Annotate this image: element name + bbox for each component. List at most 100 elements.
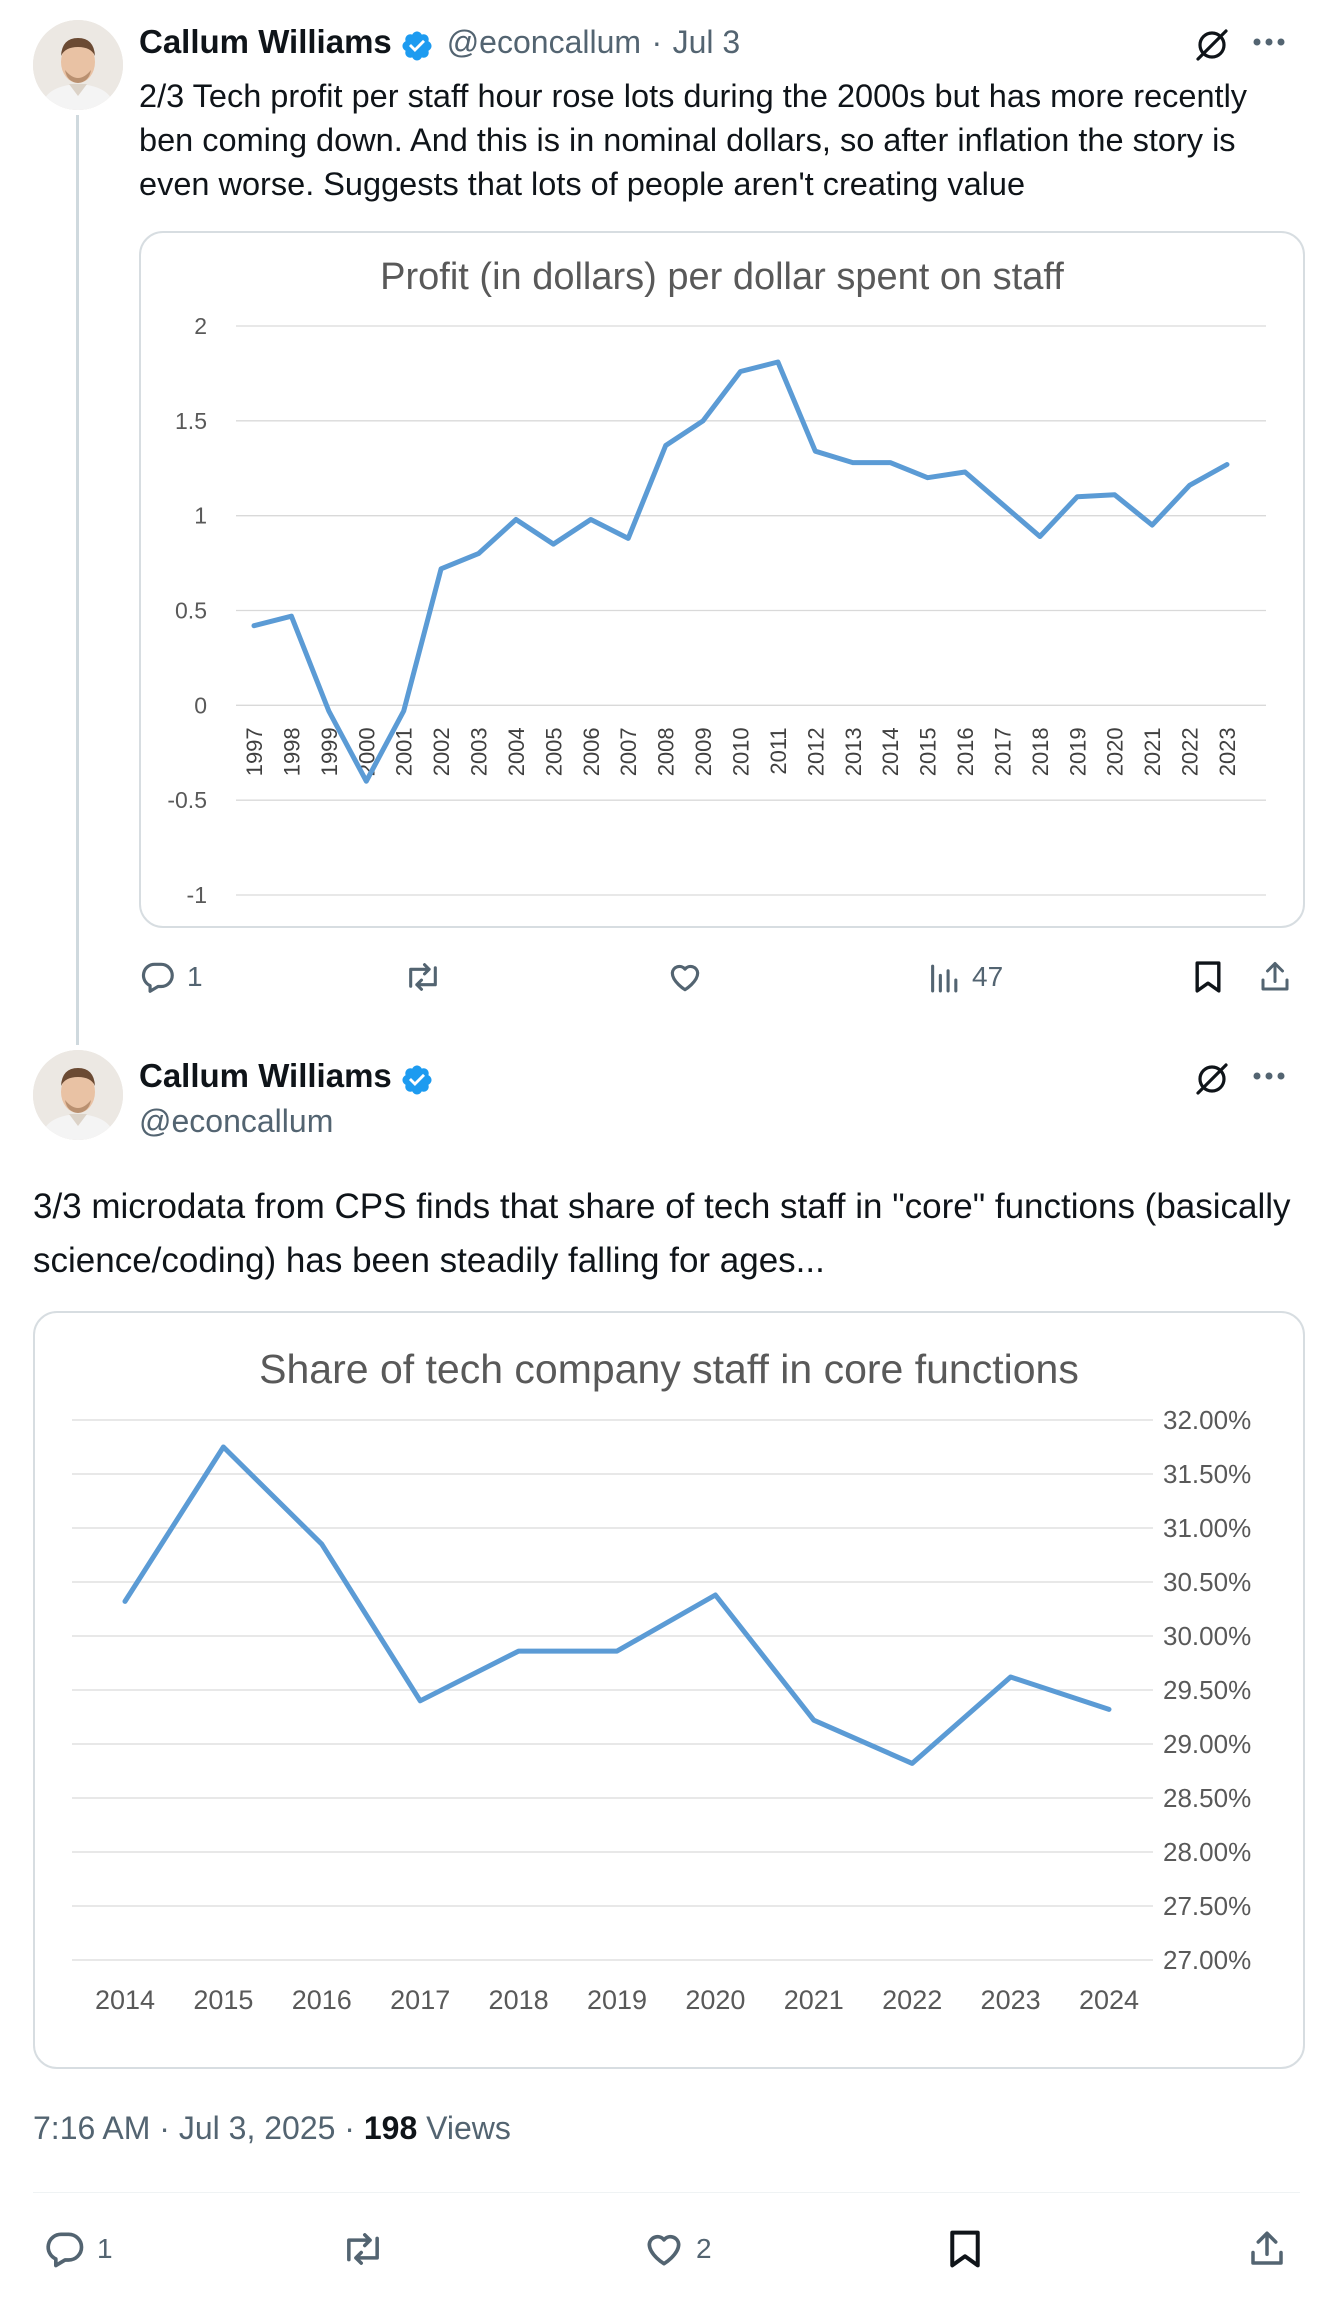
chart-image-2[interactable]: Share of tech company staff in core func… [33, 1311, 1305, 2069]
y-tick-label: 30.50% [1163, 1567, 1251, 1597]
bookmark-icon [1195, 961, 1221, 993]
x-tick-label: 1998 [279, 727, 304, 776]
y-tick-label: 2 [194, 313, 207, 339]
y-tick-label: 1 [194, 503, 207, 529]
bookmark-icon [950, 2230, 980, 2268]
x-tick-label: 2001 [392, 727, 417, 776]
data-point [478, 553, 480, 555]
more-icon[interactable] [1252, 1070, 1286, 1082]
repost-icon [409, 963, 437, 991]
data-point [740, 371, 741, 373]
views-icon [931, 964, 958, 993]
repost-button[interactable] [403, 958, 443, 996]
data-point [1226, 463, 1228, 465]
x-tick-label: 2023 [1215, 727, 1240, 776]
like-button[interactable]: 2 [642, 2227, 712, 2271]
share-button[interactable] [1246, 2227, 1288, 2271]
data-point [627, 537, 629, 539]
share-icon [1251, 2231, 1283, 2265]
y-tick-label: 31.00% [1163, 1513, 1251, 1543]
date-separator: · [651, 24, 663, 60]
x-tick-label: 2017 [990, 727, 1015, 776]
data-point [702, 420, 704, 422]
x-tick-label: 2017 [390, 1985, 450, 2015]
reply-button[interactable]: 1 [43, 2227, 113, 2271]
thread-connector [76, 115, 79, 1045]
x-tick-label: 2020 [685, 1985, 745, 2015]
x-tick-label: 2015 [193, 1985, 253, 2015]
x-tick-label: 2008 [654, 727, 679, 776]
data-point [911, 1762, 913, 1764]
verified-icon [402, 31, 432, 61]
repost-icon [347, 2233, 379, 2265]
y-tick-label: 28.50% [1163, 1783, 1251, 1813]
avatar[interactable] [33, 1050, 123, 1140]
x-tick-label: 2024 [1079, 1985, 1139, 2015]
reply-count: 1 [187, 961, 203, 992]
reply-icon [141, 962, 174, 993]
more-icon[interactable] [1252, 36, 1286, 48]
data-point [440, 568, 442, 570]
y-tick-label: 1.5 [175, 408, 207, 434]
reply-button[interactable]: 1 [139, 958, 203, 996]
x-tick-label: 2018 [489, 1985, 549, 2015]
verified-icon [402, 1065, 432, 1095]
x-tick-label: 2019 [1065, 727, 1090, 776]
author-handle[interactable]: @econcallum [446, 24, 642, 60]
x-tick-label: 2013 [841, 727, 866, 776]
tweet-text: 2/3 Tech profit per staff hour rose lots… [139, 78, 1248, 202]
like-button[interactable] [666, 958, 704, 996]
data-point [665, 444, 667, 446]
y-tick-label: -0.5 [167, 787, 207, 813]
share-button[interactable] [1257, 958, 1293, 996]
data-point [552, 543, 554, 545]
like-icon [647, 2234, 681, 2266]
data-point [714, 1594, 716, 1596]
data-point [321, 1543, 323, 1545]
views-button[interactable]: 47 [928, 958, 1003, 996]
data-point [1010, 1676, 1012, 1678]
y-tick-label: 27.50% [1163, 1891, 1251, 1921]
bookmark-button[interactable] [1191, 958, 1225, 996]
chart-image-1[interactable]: Profit (in dollars) per dollar spent on … [139, 231, 1305, 928]
tweet-text: 3/3 microdata from CPS finds that share … [33, 1187, 1291, 1280]
author-handle[interactable]: @econcallum [139, 1103, 334, 1139]
author-name[interactable]: Callum Williams [139, 1057, 392, 1094]
avatar-image [33, 20, 123, 110]
x-tick-label: 2011 [766, 727, 791, 774]
data-point [328, 710, 330, 712]
y-tick-label: 29.50% [1163, 1675, 1251, 1705]
author-name[interactable]: Callum Williams [139, 23, 392, 60]
bookmark-button[interactable] [945, 2227, 985, 2271]
grok-icon[interactable] [1193, 26, 1231, 64]
x-tick-label: 2014 [95, 1985, 155, 2015]
y-tick-label: 31.50% [1163, 1459, 1251, 1489]
x-tick-label: 2007 [616, 727, 641, 776]
y-tick-label: 0 [194, 692, 207, 718]
data-point [1114, 494, 1116, 496]
data-point [518, 1650, 520, 1652]
tweet-meta: 7:16 AM · Jul 3, 2025 · 198 Views [33, 2110, 511, 2147]
tweet-timestamp[interactable]: 7:16 AM · Jul 3, 2025 · [33, 2110, 364, 2146]
data-point [1076, 496, 1078, 498]
x-tick-label: 2019 [587, 1985, 647, 2015]
data-point [927, 477, 929, 479]
chart-title: Profit (in dollars) per dollar spent on … [380, 256, 1064, 298]
avatar[interactable] [33, 20, 123, 110]
x-tick-label: 2021 [784, 1985, 844, 2015]
chart-title: Share of tech company staff in core func… [259, 1346, 1079, 1392]
tweet-date[interactable]: Jul 3 [672, 24, 741, 60]
series-line [122, 1444, 1112, 1766]
grok-icon[interactable] [1193, 1060, 1231, 1098]
x-tick-label: 2018 [1028, 727, 1053, 776]
repost-button[interactable] [340, 2227, 386, 2271]
divider [33, 2192, 1300, 2193]
share-icon [1261, 962, 1289, 991]
y-tick-label: 29.00% [1163, 1729, 1251, 1759]
data-point [1039, 536, 1041, 538]
y-tick-label: 32.00% [1163, 1405, 1251, 1435]
x-tick-label: 2022 [882, 1985, 942, 2015]
views-label: Views [417, 2110, 511, 2146]
reply-icon [46, 2232, 84, 2268]
x-tick-label: 2012 [803, 727, 828, 776]
